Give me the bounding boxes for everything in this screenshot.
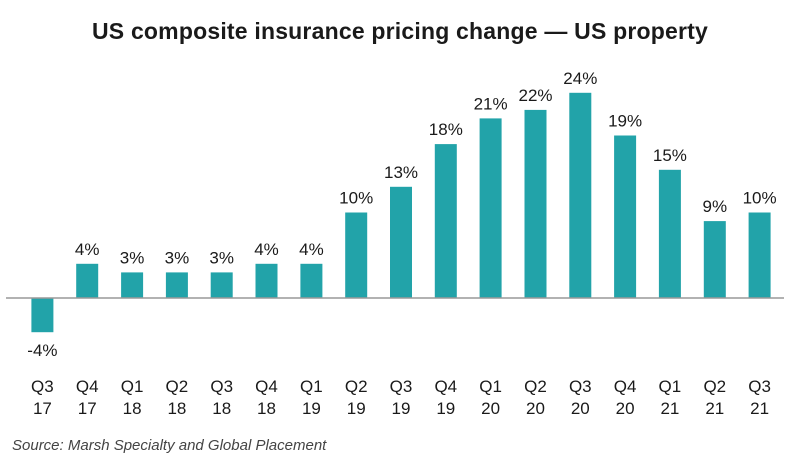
x-tick-label-quarter: Q1 — [121, 377, 144, 396]
x-tick-label-quarter: Q3 — [390, 377, 413, 396]
bar-q1-19 — [300, 263, 323, 298]
x-tick-label-quarter: Q4 — [614, 377, 637, 396]
bar-q3-20 — [569, 92, 592, 298]
data-label: 19% — [608, 112, 642, 131]
x-tick-label-quarter: Q1 — [479, 377, 502, 396]
bar-q1-21 — [658, 169, 681, 299]
bar-q2-20 — [524, 109, 547, 299]
chart-title: US composite insurance pricing change — … — [92, 18, 708, 44]
data-label: 4% — [254, 240, 279, 259]
bar-q3-21 — [748, 212, 771, 298]
data-label: 4% — [75, 240, 100, 259]
data-label: 21% — [474, 94, 508, 113]
bar-q4-18 — [255, 263, 278, 298]
x-tick-label-year: 19 — [392, 399, 411, 418]
x-tick-label-quarter: Q1 — [659, 377, 682, 396]
x-tick-label-quarter: Q2 — [345, 377, 368, 396]
x-tick-label-quarter: Q2 — [703, 377, 726, 396]
data-label: 3% — [209, 248, 234, 267]
x-tick-label-quarter: Q3 — [210, 377, 233, 396]
bar-q1-18 — [121, 272, 144, 299]
x-tick-label-year: 18 — [212, 399, 231, 418]
x-tick-label-year: 19 — [302, 399, 321, 418]
data-label: 4% — [299, 240, 324, 259]
x-tick-label-year: 20 — [571, 399, 590, 418]
bar-q4-19 — [434, 144, 457, 298]
data-label: 9% — [703, 197, 728, 216]
bar-q3-17 — [31, 298, 54, 333]
x-tick-label-year: 18 — [167, 399, 186, 418]
x-tick-label-quarter: Q4 — [434, 377, 457, 396]
data-label: 10% — [743, 189, 777, 208]
x-tick-label-year: 17 — [33, 399, 52, 418]
data-label: 18% — [429, 120, 463, 139]
data-label: 13% — [384, 163, 418, 182]
x-tick-label-year: 19 — [436, 399, 455, 418]
bar-q3-19 — [390, 186, 412, 298]
x-tick-label-quarter: Q1 — [300, 377, 323, 396]
x-tick-label-quarter: Q2 — [524, 377, 547, 396]
x-tick-label-year: 21 — [750, 399, 769, 418]
x-tick-label-quarter: Q4 — [255, 377, 278, 396]
x-tick-label-year: 18 — [123, 399, 142, 418]
x-tick-label-quarter: Q3 — [569, 377, 592, 396]
x-tick-label-year: 21 — [705, 399, 724, 418]
data-label: 15% — [653, 146, 687, 165]
x-tick-label-quarter: Q3 — [31, 377, 54, 396]
data-label: 3% — [120, 248, 145, 267]
x-tick-label-year: 21 — [660, 399, 679, 418]
bar-q1-20 — [479, 118, 502, 299]
x-tick-label-quarter: Q4 — [76, 377, 99, 396]
data-label: 24% — [563, 69, 597, 88]
x-tick-label-year: 20 — [616, 399, 635, 418]
bar-q2-18 — [165, 272, 188, 299]
data-label: 10% — [339, 189, 373, 208]
x-tick-label-year: 20 — [481, 399, 500, 418]
x-tick-label-year: 17 — [78, 399, 97, 418]
x-tick-label-year: 20 — [526, 399, 545, 418]
chart-source: Source: Marsh Specialty and Global Place… — [12, 437, 327, 454]
x-tick-label-year: 19 — [347, 399, 366, 418]
data-label: 22% — [518, 86, 552, 105]
bar-q2-19 — [345, 212, 368, 298]
bar-q2-21 — [703, 221, 726, 299]
bar-q4-17 — [76, 263, 99, 298]
data-label: 3% — [165, 248, 190, 267]
x-tick-label-quarter: Q3 — [748, 377, 771, 396]
bar-q3-18 — [210, 272, 233, 299]
x-tick-label-quarter: Q2 — [166, 377, 189, 396]
data-label: -4% — [27, 341, 57, 360]
x-tick-label-year: 18 — [257, 399, 276, 418]
bar-q4-20 — [614, 135, 637, 298]
